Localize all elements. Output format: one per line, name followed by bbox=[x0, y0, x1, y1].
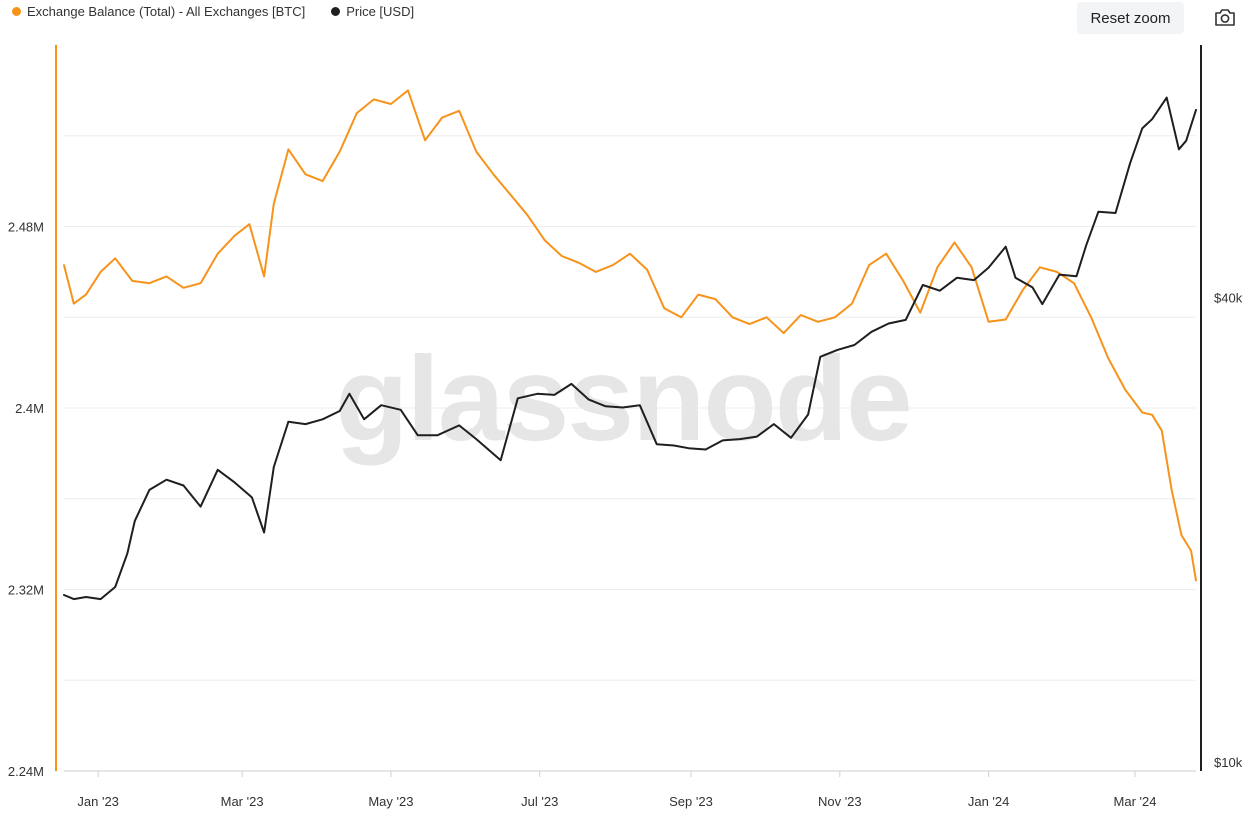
legend-dot-price bbox=[331, 7, 341, 16]
y-left-tick-label: 2.4M bbox=[15, 401, 44, 416]
exchange-balance-line bbox=[63, 89, 1197, 582]
x-tick-label: Mar '23 bbox=[221, 794, 264, 809]
y-left-tick-label: 2.24M bbox=[8, 764, 44, 779]
legend-item-price[interactable]: Price [USD] bbox=[331, 4, 414, 19]
axes bbox=[55, 45, 1202, 777]
x-tick-label: Mar '24 bbox=[1114, 794, 1157, 809]
x-tick-label: Jan '23 bbox=[77, 794, 119, 809]
legend-item-exchange-balance[interactable]: Exchange Balance (Total) - All Exchanges… bbox=[12, 4, 305, 19]
price-line bbox=[63, 96, 1197, 601]
legend-label-exchange-balance: Exchange Balance (Total) - All Exchanges… bbox=[27, 4, 306, 19]
y-left-tick-label: 2.48M bbox=[8, 220, 44, 235]
legend-dot-exchange-balance bbox=[12, 7, 21, 16]
camera-icon[interactable] bbox=[1212, 6, 1238, 30]
x-tick-label: Jan '24 bbox=[968, 794, 1010, 809]
legend-label-price: Price [USD] bbox=[346, 4, 415, 19]
series-group bbox=[63, 89, 1197, 601]
tick-labels: Jan '23 Mar '23 May '23 Jul '23 Sep '23 Nov '… bbox=[8, 220, 1243, 810]
watermark: glassnode bbox=[335, 332, 911, 466]
reset-zoom-button[interactable]: Reset zoom bbox=[1077, 2, 1184, 34]
x-tick-label: Sep '23 bbox=[669, 794, 713, 809]
y-right-tick-label: $10k bbox=[1214, 755, 1243, 770]
legend: Exchange Balance (Total) - All Exchanges… bbox=[12, 4, 414, 19]
y-left-tick-label: 2.32M bbox=[8, 583, 44, 598]
x-tick-label: May '23 bbox=[368, 794, 413, 809]
y-right-tick-label: $40k bbox=[1214, 291, 1243, 306]
x-tick-label: Jul '23 bbox=[521, 794, 558, 809]
x-tick-label: Nov '23 bbox=[818, 794, 862, 809]
